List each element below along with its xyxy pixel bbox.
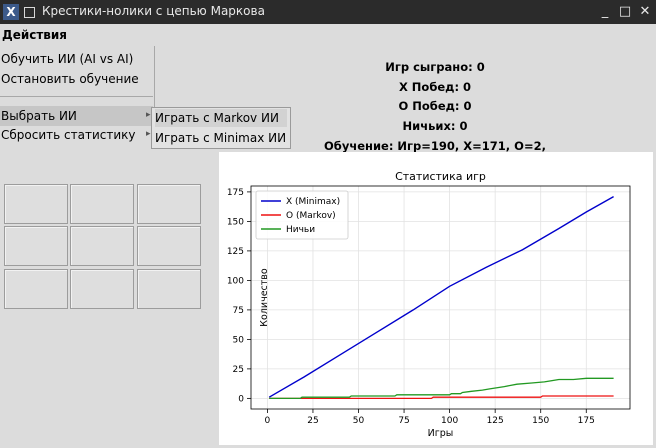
menu-item-choose-ai[interactable]: Выбрать ИИ (1, 109, 77, 123)
y-tick-label: 50 (233, 335, 245, 345)
x-tick-label: 100 (441, 416, 458, 426)
legend-label: X (Minimax) (286, 197, 340, 207)
window-title: Крестики-нолики с цепью Маркова (42, 4, 265, 18)
stats-chart: 0 25 50 75 100 125 150 175 0 25 50 75 100 125 150 175 Ст… (227, 170, 631, 439)
title-bar: X Крестики-нолики с цепью Маркова _ □ ✕ (0, 0, 656, 24)
plot-frame (250, 185, 631, 410)
y-tick-label: 75 (233, 306, 244, 316)
chart-title: Статистика игр (395, 170, 486, 183)
legend-label: O (Markov) (286, 211, 336, 221)
menu-bar: Действия (0, 24, 656, 46)
board-cell[interactable] (70, 269, 134, 309)
board-cell[interactable] (4, 269, 68, 309)
stats-chart-panel: 0 25 50 75 100 125 150 175 0 25 50 75 100 125 150 175 Ст… (219, 152, 653, 445)
x-tick-label: 150 (532, 416, 549, 426)
series-line-2 (269, 395, 614, 400)
submenu-item-minimax[interactable]: Играть с Minimax ИИ (155, 131, 287, 145)
board-cell[interactable] (4, 226, 68, 266)
board-cell[interactable] (137, 226, 201, 266)
submenu-arrow-icon: ▸ (146, 129, 151, 139)
x-tick-label: 125 (487, 416, 504, 426)
choose-ai-submenu: Играть с Markov ИИ Играть с Minimax ИИ (151, 107, 291, 149)
y-tick-label: 0 (238, 394, 244, 404)
series-line-3 (269, 377, 614, 400)
y-axis-label: Количество (259, 268, 270, 327)
board-cell[interactable] (137, 269, 201, 309)
y-tick-label: 125 (227, 247, 244, 257)
stats-panel: Игр сыграно: 0 X Побед: 0 O Побед: 0 Нич… (300, 58, 570, 172)
game-board (4, 184, 206, 310)
y-tick-label: 175 (227, 188, 244, 198)
board-cell[interactable] (4, 184, 68, 224)
menu-actions[interactable]: Действия (2, 28, 68, 42)
submenu-item-markov[interactable]: Играть с Markov ИИ (155, 109, 287, 127)
window-menu-icon[interactable] (24, 7, 35, 18)
games-played-label: Игр сыграно: 0 (385, 60, 485, 74)
x-tick-label: 25 (307, 416, 318, 426)
close-button[interactable]: ✕ (639, 4, 651, 19)
board-cell[interactable] (137, 184, 201, 224)
o-wins-label: O Побед: 0 (398, 99, 472, 114)
menu-item-highlight (0, 106, 153, 126)
x-axis-label: Игры (428, 428, 454, 439)
x-tick-label: 50 (353, 416, 365, 426)
menu-item-stop-training[interactable]: Остановить обучение (1, 72, 139, 86)
maximize-button[interactable]: □ (618, 4, 632, 19)
board-cell[interactable] (70, 226, 134, 266)
minimize-button[interactable]: _ (601, 4, 609, 19)
series-line-1 (268, 195, 614, 398)
app-icon: X (3, 4, 19, 20)
actions-dropdown: Обучить ИИ (AI vs AI) Остановить обучени… (0, 46, 155, 146)
y-tick-label: 100 (227, 276, 244, 286)
board-cell[interactable] (70, 184, 134, 224)
menu-separator (0, 96, 153, 97)
x-tick-label: 0 (265, 416, 271, 426)
draws-label: Ничьих: 0 (402, 119, 468, 134)
x-tick-label: 175 (578, 416, 595, 426)
legend-label: Ничьи (286, 225, 315, 235)
menu-item-reset-stats[interactable]: Сбросить статистику (1, 128, 136, 142)
x-wins-label: X Побед: 0 (398, 79, 472, 94)
submenu-arrow-icon: ▸ (146, 110, 151, 120)
legend-box (255, 190, 349, 240)
y-tick-label: 150 (227, 217, 244, 227)
menu-item-train[interactable]: Обучить ИИ (AI vs AI) (1, 52, 134, 66)
x-tick-label: 75 (398, 416, 409, 426)
y-tick-label: 25 (233, 365, 244, 375)
